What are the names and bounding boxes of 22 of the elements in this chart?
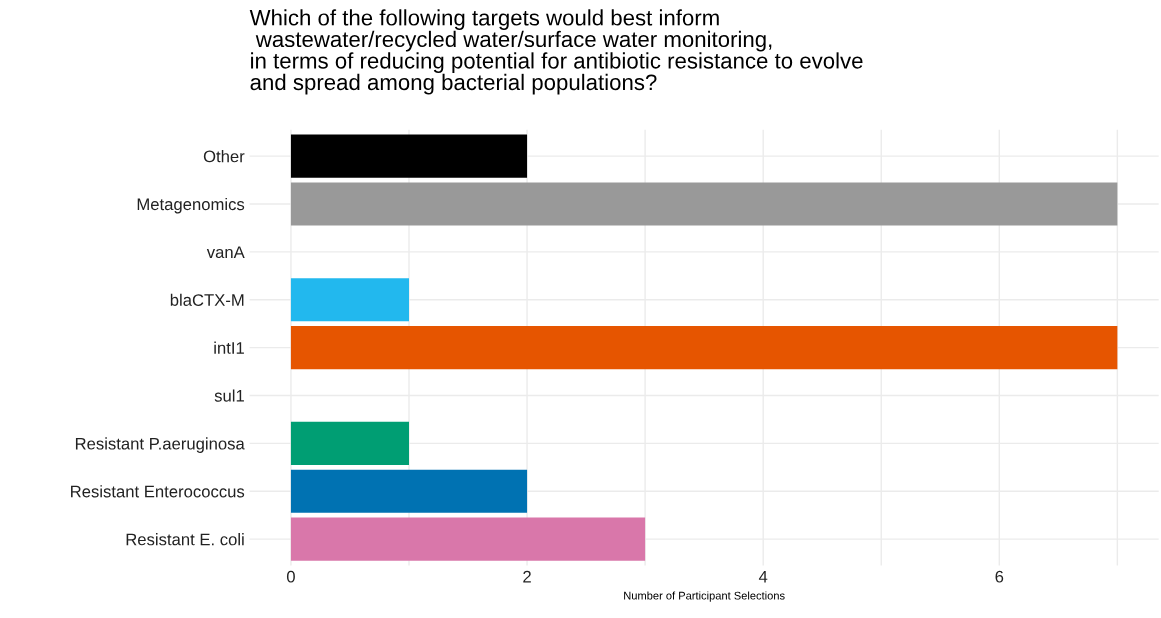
x-tick-label: 6: [995, 570, 1004, 583]
bar: [290, 421, 409, 465]
x-tick-label: 0: [286, 570, 295, 583]
y-tick-label: vanA: [206, 246, 245, 259]
x-tick-label: 2: [523, 570, 531, 583]
y-tick-label: Other: [203, 150, 245, 163]
bar: [290, 134, 528, 178]
bar: [290, 326, 1118, 370]
y-tick-label: intI1: [214, 341, 244, 354]
bar: [290, 469, 528, 513]
bar: [290, 517, 646, 561]
y-tick-label: blaCTX-M: [170, 293, 244, 306]
y-tick-label: sul1: [214, 389, 244, 402]
bar: [290, 278, 409, 322]
x-tick-label: 4: [758, 570, 768, 583]
chart-title: Which of the following targets would best inform wastewater/recycled water/surface water monitoring, in terms of reducing potential for antibiotic resistance to evolve and spread among bacterial populations?: [249, 9, 863, 95]
y-tick-label: Resistant Enterococcus: [71, 485, 245, 498]
x-axis-title: Number of Participant Selections: [624, 591, 785, 602]
y-tick-label: Metagenomics: [137, 197, 245, 214]
y-tick-label: Resistant E. coli: [126, 533, 244, 546]
bar: [290, 182, 1118, 226]
y-tick-label: Resistant P.aeruginosa: [75, 437, 245, 453]
